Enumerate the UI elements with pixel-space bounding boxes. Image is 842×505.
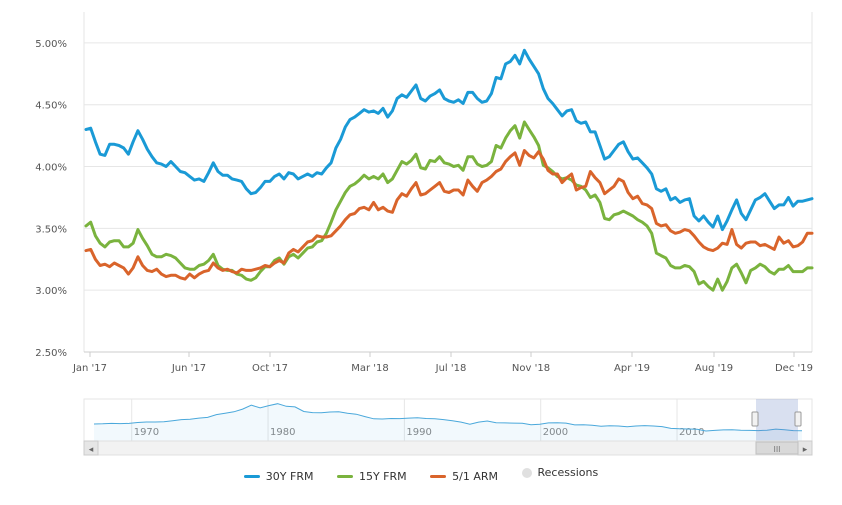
navigator-line <box>93 403 803 432</box>
scrollbar-left-arrow-icon: ◂ <box>89 445 94 455</box>
y-tick-label: 2.50% <box>35 348 67 359</box>
series-lines <box>84 48 814 292</box>
legend-label-5-1-arm: 5/1 ARM <box>452 469 499 483</box>
x-tick-label: Nov '18 <box>512 363 550 374</box>
chart-gridlines <box>83 12 813 353</box>
legend-swatch-5-1-arm <box>430 474 447 478</box>
y-axis: 2.50% 3.00% 3.50% 4.00% 4.50% 5.00% <box>35 39 67 359</box>
range-navigator[interactable]: 1970 1980 1990 2000 2010 ◂ ▸ III <box>83 398 813 456</box>
x-tick-label: Oct '17 <box>252 363 288 374</box>
series-line-3 <box>84 149 814 281</box>
scrollbar-thumb <box>755 441 799 455</box>
x-tick-label: Aug '19 <box>695 363 733 374</box>
legend-item-30y-frm[interactable]: 30Y FRM <box>243 469 314 483</box>
x-axis: Jan '17 Jun '17 Oct '17 Mar '18 Jul '18 Nov '… <box>72 351 813 374</box>
navigator-right-handle <box>794 411 802 427</box>
legend-swatch-15y-frm <box>336 474 353 478</box>
x-tick-label: Jul '18 <box>435 363 467 374</box>
x-tick-label: Jan '17 <box>72 363 107 374</box>
navigator-tick-label: 1980 <box>270 427 295 438</box>
y-tick-label: 4.00% <box>35 163 67 174</box>
legend-label-recessions: Recessions <box>537 466 599 479</box>
x-tick-label: Mar '18 <box>351 363 389 374</box>
x-tick-label: Apr '19 <box>614 363 650 374</box>
navigator-left-handle <box>751 411 759 427</box>
legend-item-5-1-arm[interactable]: 5/1 ARM <box>430 470 498 483</box>
legend-dot-recessions <box>521 467 532 478</box>
y-tick-label: 3.00% <box>35 286 67 297</box>
series-line-2 <box>84 120 814 292</box>
legend: 30Y FRM 15Y FRM 5/1 ARM Recessions <box>0 466 842 483</box>
scrollbar-left-button <box>83 440 99 456</box>
navigator-tick-label: 1990 <box>406 427 431 438</box>
scrollbar-grip-icon: III <box>773 445 780 454</box>
navigator-tick-label: 1970 <box>134 427 159 438</box>
legend-item-recessions[interactable]: Recessions <box>521 466 599 479</box>
scrollbar-track <box>83 440 813 456</box>
x-tick-label: Dec '19 <box>775 363 813 374</box>
y-tick-label: 4.50% <box>35 101 67 112</box>
navigator-selected-range <box>756 399 798 441</box>
x-tick-label: Jun '17 <box>171 363 206 374</box>
rates-chart: 2.50% 3.00% 3.50% 4.00% 4.50% 5.00% Jan '17 Ju… <box>35 12 814 456</box>
navigator-area <box>94 403 802 441</box>
scrollbar-right-arrow-icon: ▸ <box>803 445 808 455</box>
legend-label-15y-frm: 15Y FRM <box>358 469 407 483</box>
legend-swatch-30y-frm <box>243 474 260 478</box>
navigator-tick-label: 2000 <box>543 427 568 438</box>
legend-label-30y-frm: 30Y FRM <box>265 469 314 483</box>
series-line-1 <box>84 48 814 232</box>
y-tick-label: 5.00% <box>35 39 67 50</box>
navigator-tick-label: 2010 <box>679 427 704 438</box>
y-tick-label: 3.50% <box>35 224 67 235</box>
legend-item-15y-frm[interactable]: 15Y FRM <box>336 469 407 483</box>
